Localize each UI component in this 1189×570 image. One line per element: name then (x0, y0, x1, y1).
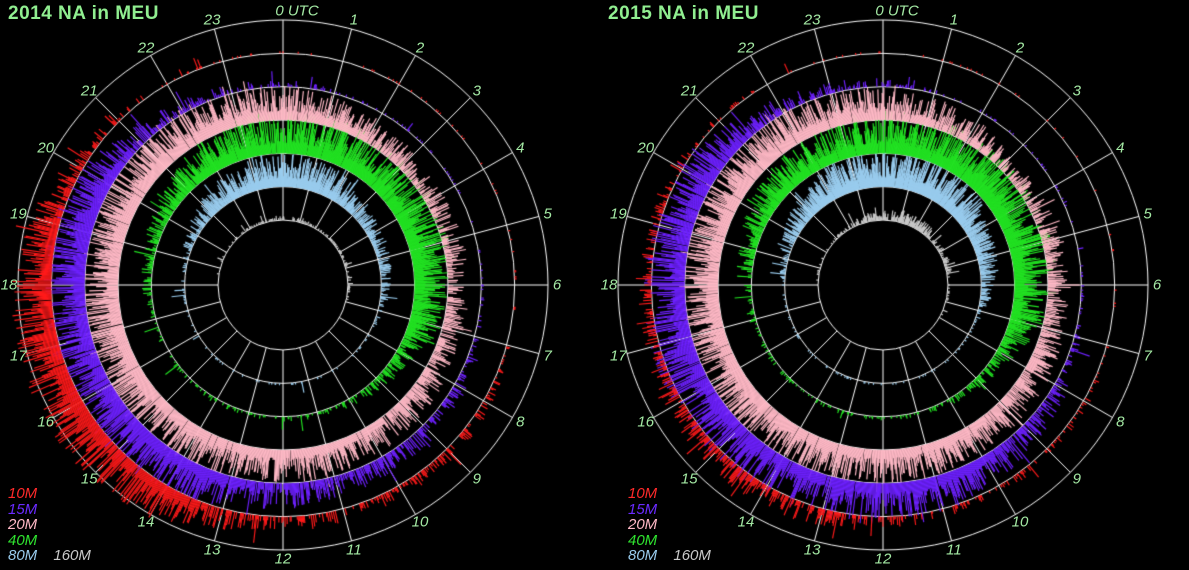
polar-activity-canvas (0, 0, 1189, 570)
activity-clock-page: 2014 NA in MEU 2015 NA in MEU 0 UTC 1 2 3 4 5… (0, 0, 1189, 570)
